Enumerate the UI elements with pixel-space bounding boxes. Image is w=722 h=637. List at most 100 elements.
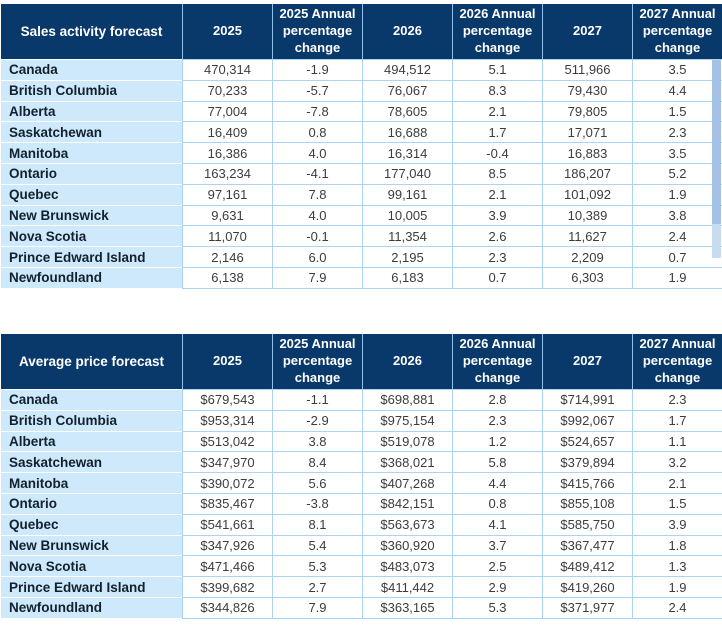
cell-value: 511,966 [542,60,632,81]
cell-value: 7.9 [272,267,362,289]
sales-activity-forecast: Sales activity forecast 2025 2025 Annual p… [1,4,722,289]
table-row: Newfoundland $344,826 7.9 $363,165 5.3 $371,9… [1,597,722,619]
cell-value: 7.9 [272,597,362,619]
table-row: British Columbia 70,233 -5.7 76,067 8.3 79,43… [1,80,722,102]
row-label: British Columbia [1,80,182,102]
cell-value: $347,970 [182,452,272,474]
cell-value: $471,466 [182,556,272,578]
table-row: Prince Edward Island 2,146 6.0 2,195 2.3 2,20… [1,247,722,268]
cell-value: $399,682 [182,577,272,598]
average-price-forecast: Average price forecast 2025 2025 Annual pe… [1,334,722,619]
cell-value: 79,805 [542,101,632,123]
cell-value: $367,477 [542,535,632,557]
row-label: Newfoundland [1,267,182,289]
table-row: New Brunswick 9,631 4.0 10,005 3.9 10,389 3.8 [1,205,722,227]
cell-value: 2.4 [632,226,722,248]
table-row: Canada $679,543 -1.1 $698,881 2.8 $714,991 2.3 [1,390,722,411]
cell-value: $360,920 [362,535,452,557]
cell-value: $953,314 [182,410,272,432]
cell-value: -0.1 [272,226,362,248]
row-label: Alberta [1,431,182,453]
table-body: Canada 470,314 -1.9 494,512 5.1 511,966 3.5 Bri… [1,60,722,289]
cell-value: 76,067 [362,80,452,102]
table-row: New Brunswick $347,926 5.4 $360,920 3.7 $367,… [1,535,722,557]
cell-value: 17,071 [542,122,632,144]
cell-value: 8.5 [452,163,542,185]
cell-value: $513,042 [182,431,272,453]
cell-value: 2.1 [452,184,542,206]
header-row: Average price forecast 2025 2025 Annual pe… [1,334,722,390]
cell-value: 5.2 [632,163,722,185]
cell-value: $563,673 [362,514,452,536]
row-label: Prince Edward Island [1,577,182,598]
cell-value: $390,072 [182,473,272,494]
cell-value: 78,605 [362,101,452,123]
scrollbar-track[interactable] [712,60,721,258]
cell-value: 16,883 [542,143,632,164]
cell-value: 1.7 [632,410,722,432]
cell-value: 5.4 [272,535,362,557]
cell-value: 3.5 [632,143,722,164]
cell-value: 470,314 [182,60,272,81]
cell-value: 4.0 [272,205,362,227]
cell-value: 4.0 [272,143,362,164]
cell-value: 163,234 [182,163,272,185]
cell-value: 16,386 [182,143,272,164]
table-title-header: Average price forecast [1,334,182,390]
cell-value: $855,108 [542,493,632,515]
cell-value: 99,161 [362,184,452,206]
average-price-forecast-table: Average price forecast 2025 2025 Annual pe… [1,334,722,619]
cell-value: 1.7 [452,122,542,144]
cell-value: -1.9 [272,60,362,81]
table-header: Sales activity forecast 2025 2025 Annual p… [1,4,722,60]
cell-value: 16,409 [182,122,272,144]
cell-value: 1.3 [632,556,722,578]
cell-value: 79,430 [542,80,632,102]
cell-value: $347,926 [182,535,272,557]
cell-value: 0.7 [632,247,722,268]
cell-value: 2.1 [452,101,542,123]
cell-value: 9,631 [182,205,272,227]
cell-value: 2,209 [542,247,632,268]
cell-value: 8.3 [452,80,542,102]
cell-value: 3.9 [452,205,542,227]
cell-value: -5.7 [272,80,362,102]
cell-value: 5.3 [272,556,362,578]
cell-value: 1.9 [632,577,722,598]
cell-value: $363,165 [362,597,452,619]
cell-value: $835,467 [182,493,272,515]
cell-value: $411,442 [362,577,452,598]
table-row: Alberta $513,042 3.8 $519,078 1.2 $524,657 1.1 [1,431,722,453]
column-header: 2025 Annual percentage change [272,334,362,390]
table-row: Quebec $541,661 8.1 $563,673 4.1 $585,750 3.9 [1,514,722,536]
table-row: Alberta 77,004 -7.8 78,605 2.1 79,805 1.5 [1,101,722,123]
table-row: Nova Scotia 11,070 -0.1 11,354 2.6 11,627 2.4 [1,226,722,248]
cell-value: 2,146 [182,247,272,268]
column-header: 2027 [542,4,632,60]
cell-value: -4.1 [272,163,362,185]
cell-value: 6,303 [542,267,632,289]
table-row: Newfoundland 6,138 7.9 6,183 0.7 6,303 1.9 [1,267,722,289]
cell-value: $842,151 [362,493,452,515]
scrollbar-thumb[interactable] [712,60,721,224]
cell-value: 0.8 [272,122,362,144]
cell-value: 2.7 [272,577,362,598]
row-label: British Columbia [1,410,182,432]
row-label: Newfoundland [1,597,182,619]
cell-value: 3.8 [272,431,362,453]
row-label: Nova Scotia [1,226,182,248]
header-row: Sales activity forecast 2025 2025 Annual p… [1,4,722,60]
cell-value: 494,512 [362,60,452,81]
cell-value: 8.1 [272,514,362,536]
row-label: New Brunswick [1,205,182,227]
column-header: 2025 [182,334,272,390]
cell-value: 4.4 [632,80,722,102]
cell-value: -7.8 [272,101,362,123]
cell-value: 2.3 [452,410,542,432]
table-row: Nova Scotia $471,466 5.3 $483,073 2.5 $489,41… [1,556,722,578]
cell-value: 186,207 [542,163,632,185]
cell-value: 1.9 [632,184,722,206]
row-label: Manitoba [1,143,182,164]
cell-value: -1.1 [272,390,362,411]
cell-value: 11,354 [362,226,452,248]
